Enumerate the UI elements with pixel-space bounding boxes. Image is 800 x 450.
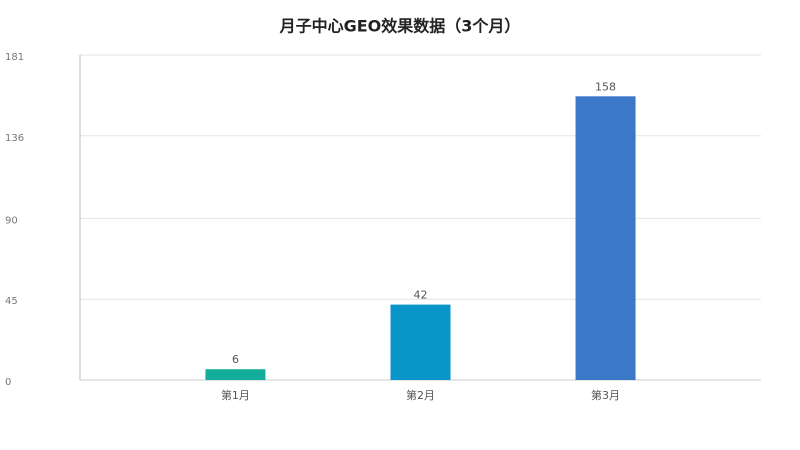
- y-tick-label: 0: [5, 377, 11, 388]
- y-tick-label: 45: [5, 296, 18, 307]
- x-tick-label: 第2月: [406, 388, 435, 402]
- value-label: 158: [595, 80, 616, 93]
- bar: [390, 304, 451, 380]
- y-tick-label: 181: [5, 52, 24, 63]
- bar: [575, 96, 636, 380]
- x-tick-label: 第1月: [221, 388, 250, 402]
- value-label: 42: [414, 289, 428, 302]
- y-tick-label: 136: [5, 133, 24, 144]
- y-tick-label: 90: [5, 215, 18, 226]
- bar: [205, 369, 266, 380]
- value-label: 6: [232, 353, 239, 366]
- x-tick-label: 第3月: [591, 388, 620, 402]
- chart-title: 月子中心GEO效果数据（3个月）: [279, 17, 521, 36]
